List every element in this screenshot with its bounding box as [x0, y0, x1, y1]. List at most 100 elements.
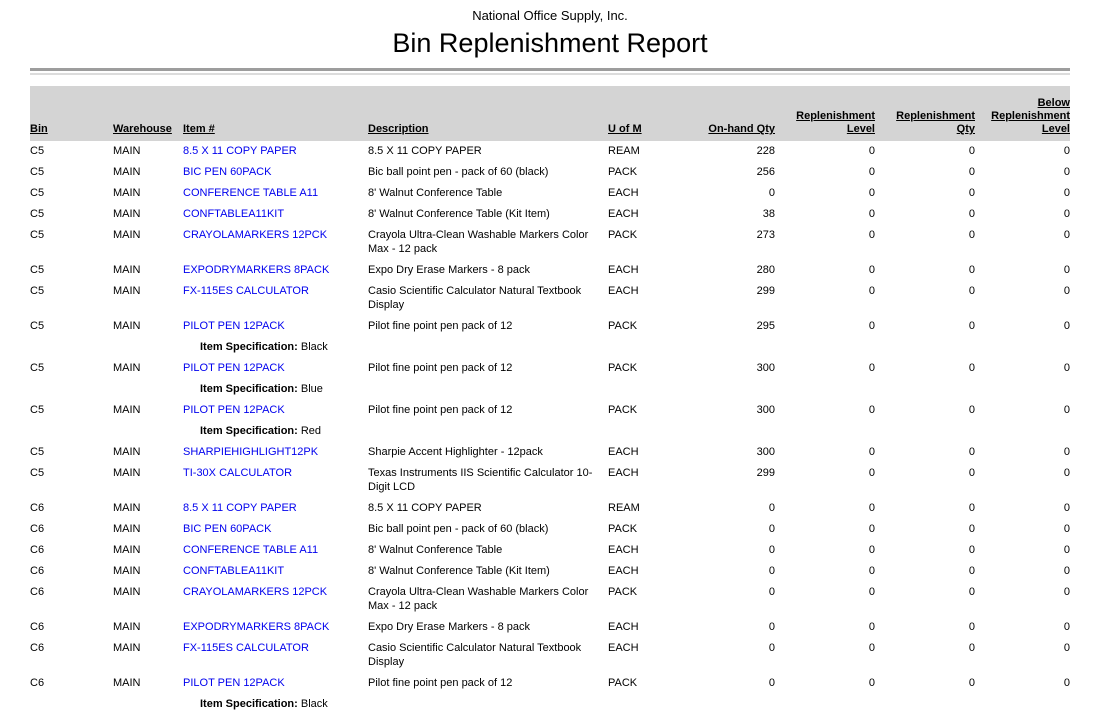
repl-level-cell: 0	[868, 467, 875, 479]
repl-level-cell: 0	[868, 621, 875, 633]
header-replenishment-level: Replenishment Level	[775, 86, 875, 141]
item-cell: CONFTABLEA11KIT	[183, 204, 368, 225]
repl-level-cell: 0	[868, 446, 875, 458]
table-header-row: Bin Warehouse Item # Description U of M …	[30, 86, 1070, 141]
below-repl-cell: 0	[1063, 621, 1070, 633]
item-link[interactable]: PILOT PEN 12PACK	[183, 320, 285, 332]
table-row: C5 MAIN TI-30X CALCULATOR Texas Instruments…	[30, 463, 1070, 498]
bin-cell: C5	[30, 285, 45, 297]
uom-cell: PACK	[608, 229, 638, 241]
replenishment-table: Bin Warehouse Item # Description U of M …	[30, 86, 1070, 715]
on-hand-cell: 0	[768, 187, 775, 199]
uom-cell: EACH	[608, 208, 639, 220]
below-repl-cell: 0	[1063, 166, 1070, 178]
bin-cell: C5	[30, 362, 45, 374]
bin-cell: C6	[30, 544, 45, 556]
repl-level-cell: 0	[868, 145, 875, 157]
bin-cell: C5	[30, 208, 45, 220]
description-cell: Expo Dry Erase Markers - 8 pack	[368, 621, 530, 633]
repl-qty-cell: 0	[968, 467, 975, 479]
item-cell: EXPODRYMARKERS 8PACK	[183, 617, 368, 638]
item-link[interactable]: TI-30X CALCULATOR	[183, 467, 293, 479]
empty-bin-cell	[30, 421, 113, 442]
item-cell: CRAYOLAMARKERS 12PCK	[183, 582, 368, 617]
item-specification: Item Specification: Blue	[200, 383, 323, 395]
item-link[interactable]: 8.5 X 11 COPY PAPER	[183, 145, 297, 157]
on-hand-cell: 0	[768, 565, 775, 577]
description-cell: Pilot fine point pen pack of 12	[368, 677, 513, 689]
uom-cell: REAM	[608, 145, 640, 157]
warehouse-cell: MAIN	[113, 677, 141, 689]
item-link[interactable]: CRAYOLAMARKERS 12PCK	[183, 229, 328, 241]
on-hand-cell: 295	[756, 320, 775, 332]
item-cell: FX-115ES CALCULATOR	[183, 281, 368, 316]
description-cell: Pilot fine point pen pack of 12	[368, 404, 513, 416]
repl-level-cell: 0	[868, 404, 875, 416]
header-replenishment-qty: Replenishment Qty	[875, 86, 975, 141]
on-hand-cell: 228	[756, 145, 775, 157]
item-cell: CONFERENCE TABLE A11	[183, 183, 368, 204]
uom-cell: PACK	[608, 586, 638, 598]
bin-cell: C5	[30, 404, 45, 416]
description-cell: Casio Scientific Calculator Natural Text…	[368, 642, 582, 668]
header-on-hand-qty: On-hand Qty	[690, 86, 775, 141]
warehouse-cell: MAIN	[113, 208, 141, 220]
item-link[interactable]: FX-115ES CALCULATOR	[183, 642, 309, 654]
empty-warehouse-cell	[113, 379, 183, 400]
item-link[interactable]: PILOT PEN 12PACK	[183, 404, 285, 416]
repl-level-cell: 0	[868, 320, 875, 332]
item-specification-label: Item Specification:	[200, 383, 298, 395]
header-bin: Bin	[30, 86, 113, 141]
title-divider	[30, 68, 1070, 75]
item-link[interactable]: 8.5 X 11 COPY PAPER	[183, 502, 297, 514]
item-cell: BIC PEN 60PACK	[183, 162, 368, 183]
item-cell: 8.5 X 11 COPY PAPER	[183, 141, 368, 162]
warehouse-cell: MAIN	[113, 320, 141, 332]
item-link[interactable]: SHARPIEHIGHLIGHT12PK	[183, 446, 319, 458]
item-link[interactable]: EXPODRYMARKERS 8PACK	[183, 621, 330, 633]
item-link[interactable]: CONFTABLEA11KIT	[183, 565, 285, 577]
warehouse-cell: MAIN	[113, 467, 141, 479]
item-link[interactable]: CRAYOLAMARKERS 12PCK	[183, 586, 328, 598]
table-row: C6 MAIN BIC PEN 60PACK Bic ball point pen -…	[30, 519, 1070, 540]
repl-qty-cell: 0	[968, 523, 975, 535]
warehouse-cell: MAIN	[113, 446, 141, 458]
bin-cell: C5	[30, 145, 45, 157]
repl-qty-cell: 0	[968, 208, 975, 220]
on-hand-cell: 0	[768, 544, 775, 556]
repl-qty-cell: 0	[968, 502, 975, 514]
repl-level-cell: 0	[868, 264, 875, 276]
bin-cell: C6	[30, 502, 45, 514]
description-cell: 8.5 X 11 COPY PAPER	[368, 502, 482, 514]
item-link[interactable]: CONFTABLEA11KIT	[183, 208, 285, 220]
table-row: C5 MAIN 8.5 X 11 COPY PAPER 8.5 X 11 COPY P…	[30, 141, 1070, 162]
repl-qty-cell: 0	[968, 621, 975, 633]
item-link[interactable]: PILOT PEN 12PACK	[183, 677, 285, 689]
repl-level-cell: 0	[868, 362, 875, 374]
item-link[interactable]: CONFERENCE TABLE A11	[183, 187, 319, 199]
header-description: Description	[368, 86, 608, 141]
table-row: C5 MAIN CONFERENCE TABLE A11 8' Walnut Conf…	[30, 183, 1070, 204]
bin-cell: C5	[30, 264, 45, 276]
item-link[interactable]: FX-115ES CALCULATOR	[183, 285, 309, 297]
warehouse-cell: MAIN	[113, 229, 141, 241]
description-cell: Casio Scientific Calculator Natural Text…	[368, 285, 582, 311]
item-link[interactable]: BIC PEN 60PACK	[183, 523, 272, 535]
warehouse-cell: MAIN	[113, 523, 141, 535]
description-cell: Bic ball point pen - pack of 60 (black)	[368, 523, 549, 535]
description-cell: 8' Walnut Conference Table (Kit Item)	[368, 565, 550, 577]
description-cell: Pilot fine point pen pack of 12	[368, 362, 513, 374]
below-repl-cell: 0	[1063, 187, 1070, 199]
on-hand-cell: 256	[756, 166, 775, 178]
repl-qty-cell: 0	[968, 285, 975, 297]
item-link[interactable]: BIC PEN 60PACK	[183, 166, 272, 178]
item-link[interactable]: EXPODRYMARKERS 8PACK	[183, 264, 330, 276]
item-cell: PILOT PEN 12PACK	[183, 673, 368, 694]
item-link[interactable]: CONFERENCE TABLE A11	[183, 544, 319, 556]
description-cell: 8' Walnut Conference Table	[368, 544, 503, 556]
on-hand-cell: 0	[768, 586, 775, 598]
uom-cell: EACH	[608, 544, 639, 556]
item-link[interactable]: PILOT PEN 12PACK	[183, 362, 285, 374]
below-repl-cell: 0	[1063, 565, 1070, 577]
item-specification: Item Specification: Black	[200, 341, 328, 353]
